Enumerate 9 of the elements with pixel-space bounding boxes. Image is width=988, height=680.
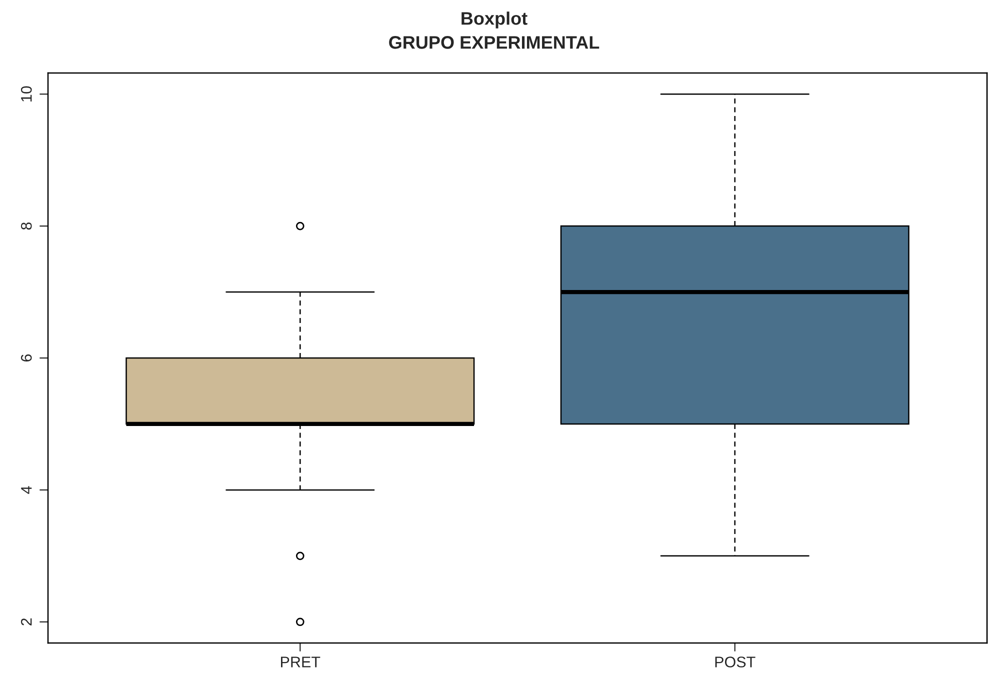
x-tick-label: PRET <box>281 656 320 668</box>
chart-title: Boxplot <box>462 12 528 28</box>
y-tick-label: 8 <box>20 222 32 230</box>
y-tick-label: 6 <box>20 354 32 362</box>
y-tick-label: 4 <box>21 486 32 494</box>
y-tick-label: 10 <box>20 86 32 102</box>
y-tick-label: 2 <box>20 618 32 626</box>
x-tick-label: POST <box>715 656 756 668</box>
chart-subtitle: GRUPO EXPERIMENTAL <box>389 36 600 49</box>
